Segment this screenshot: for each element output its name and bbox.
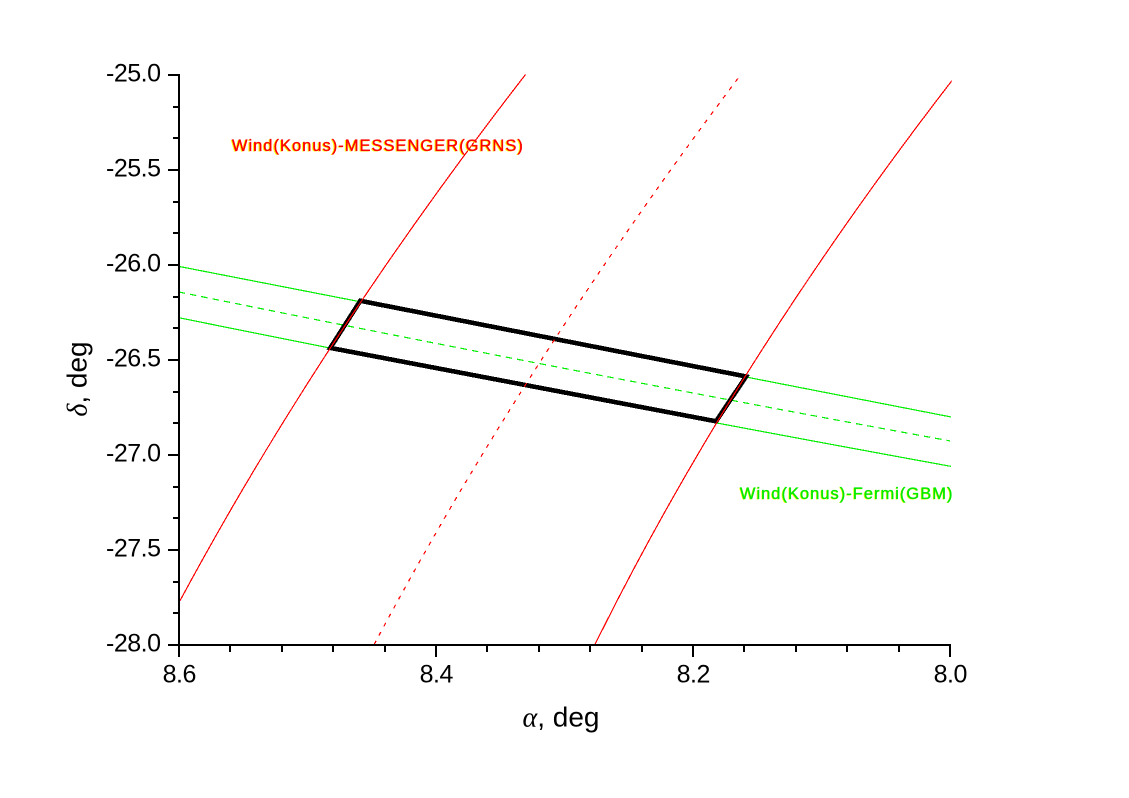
svg-text:Wind(Konus)-MESSENGER(GRNS): Wind(Konus)-MESSENGER(GRNS) [231,137,523,155]
svg-text:8.0: 8.0 [934,661,967,689]
svg-text:Wind(Konus)-Fermi(GBM): Wind(Konus)-Fermi(GBM) [739,485,953,503]
svg-text:-27.0: -27.0 [106,440,160,468]
svg-text:8.6: 8.6 [163,661,196,689]
svg-text:-25.5: -25.5 [106,154,160,182]
svg-text:Wind(Konus)-Fermi(GBM): Wind(Konus)-Fermi(GBM) [740,485,954,503]
svg-text:8.4: 8.4 [420,661,454,689]
svg-text:-27.5: -27.5 [106,535,160,563]
svg-text:-25.0: -25.0 [106,59,160,87]
svg-text:-26.5: -26.5 [106,345,160,373]
svg-text:δ, deg: δ, deg [62,341,94,416]
svg-text:Wind(Konus)-MESSENGER(GRNS): Wind(Konus)-MESSENGER(GRNS) [232,137,524,155]
svg-text:8.2: 8.2 [677,661,710,689]
svg-text:-26.0: -26.0 [106,249,160,277]
svg-text:-28.0: -28.0 [106,630,160,658]
svg-text:α, deg: α, deg [523,702,600,734]
